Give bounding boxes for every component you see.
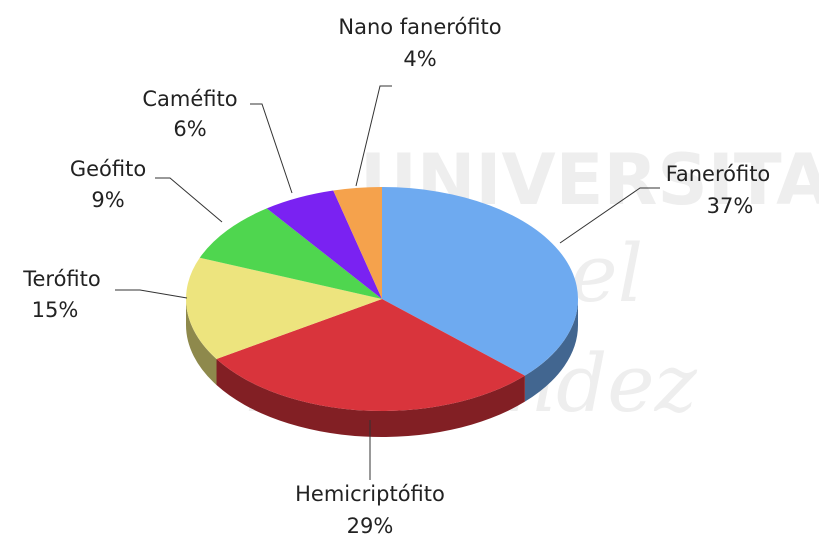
value-label: 9% — [91, 188, 124, 212]
value-label: 37% — [707, 194, 754, 218]
slice — [186, 257, 382, 360]
slice — [216, 299, 525, 412]
slice — [266, 190, 382, 299]
slice — [199, 208, 382, 299]
value-label: 29% — [347, 514, 394, 535]
slice-label: Caméfito — [142, 87, 237, 111]
leader-line — [559, 187, 660, 244]
slice-label: Fanerófito — [666, 162, 771, 186]
leader-line — [250, 103, 293, 194]
leader-line — [355, 85, 392, 187]
slice-side — [186, 299, 217, 386]
slice-side — [524, 299, 578, 402]
slice — [382, 187, 578, 376]
value-label: 6% — [173, 117, 206, 141]
slice-label: Nano fanerófito — [338, 15, 501, 39]
slice-side — [216, 359, 525, 437]
leader-line — [155, 177, 223, 223]
leader-line — [115, 289, 188, 299]
slice-label: Terófito — [22, 267, 101, 291]
slice-label: Hemicriptófito — [295, 482, 445, 506]
value-label: 4% — [403, 47, 436, 71]
value-label: 15% — [32, 298, 79, 322]
slice-label: Geófito — [70, 157, 146, 181]
slice — [333, 187, 382, 299]
